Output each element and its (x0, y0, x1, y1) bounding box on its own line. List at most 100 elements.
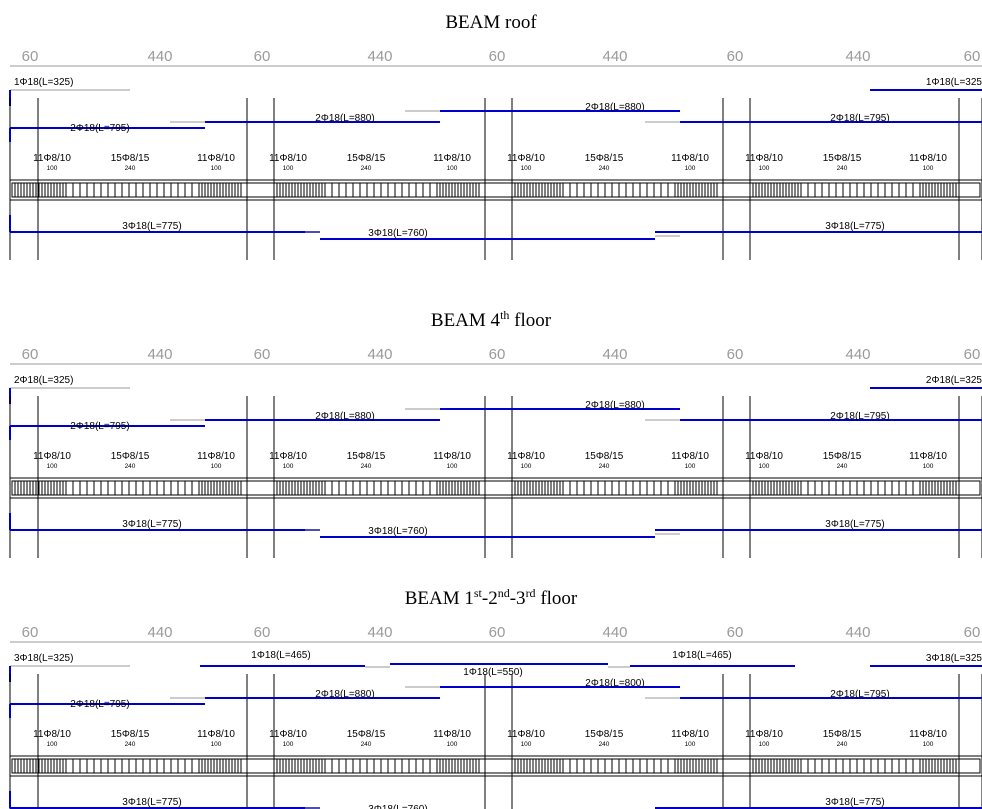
dimension-label: 60 (22, 624, 39, 641)
rebar-label: 2Φ18(L=795) (830, 113, 889, 124)
beam-body (9, 477, 982, 499)
stirrup-length: 240 (599, 165, 610, 172)
dimension-label: 440 (147, 624, 172, 641)
dimension-label: 60 (727, 624, 744, 641)
stirrup-length: 100 (521, 463, 532, 470)
stirrup-label: 11Φ8/10 (269, 451, 307, 462)
stirrup-length: 240 (361, 741, 372, 748)
stirrup-length: 240 (837, 463, 848, 470)
rebar-label: 2Φ18(L=795) (70, 421, 129, 432)
dimension-label: 440 (147, 346, 172, 363)
beam-title: BEAM roof (445, 12, 537, 33)
dimension-label: 440 (367, 48, 392, 65)
stirrup-label: 15Φ8/15 (347, 153, 386, 164)
stirrup-length: 240 (125, 165, 136, 172)
stirrup-label: 11Φ8/10 (909, 451, 947, 462)
stirrup-length: 240 (599, 741, 610, 748)
stirrup-length: 240 (125, 741, 136, 748)
stirrup-label: 15Φ8/15 (111, 451, 150, 462)
stirrup-length: 100 (685, 463, 696, 470)
dimension-label: 60 (727, 48, 744, 65)
rebar-label: 3Φ18(L=325 (926, 653, 982, 664)
stirrup-length: 100 (923, 165, 934, 172)
dimension-label: 60 (254, 624, 271, 641)
stirrup-label: 11Φ8/10 (33, 729, 71, 740)
rebar-label: 2Φ18(L=880) (585, 102, 644, 113)
stirrup-length: 100 (759, 463, 770, 470)
stirrup-length: 100 (447, 741, 458, 748)
rebar-label: 1Φ18(L=325 (926, 77, 982, 88)
stirrup-label: 11Φ8/10 (745, 451, 783, 462)
beam-title: BEAM 1st-2nd-3rd floor (405, 586, 578, 609)
stirrup-label: 15Φ8/15 (823, 729, 862, 740)
rebar-label: 2Φ18(L=880) (315, 411, 374, 422)
stirrup-length: 100 (47, 741, 58, 748)
dimension-label: 60 (489, 346, 506, 363)
rebar-label: 3Φ18(L=775) (825, 519, 884, 530)
rebar-label: 1Φ18(L=550) (463, 667, 522, 678)
dimension-label: 440 (147, 48, 172, 65)
dimension-label: 60 (22, 48, 39, 65)
stirrup-label: 11Φ8/10 (33, 451, 71, 462)
stirrup-length: 100 (923, 463, 934, 470)
stirrup-length: 100 (283, 165, 294, 172)
stirrup-label: 11Φ8/10 (671, 729, 709, 740)
stirrup-length: 240 (125, 463, 136, 470)
stirrup-length: 100 (759, 741, 770, 748)
stirrup-length: 100 (685, 741, 696, 748)
rebar-label: 2Φ18(L=880) (315, 113, 374, 124)
stirrup-label: 11Φ8/10 (745, 729, 783, 740)
rebar-label: 3Φ18(L=775) (825, 221, 884, 232)
stirrup-label: 15Φ8/15 (823, 153, 862, 164)
rebar-label: 3Φ18(L=775) (122, 221, 181, 232)
stirrup-label: 15Φ8/15 (347, 729, 386, 740)
stirrup-length: 100 (447, 463, 458, 470)
stirrup-label: 11Φ8/10 (269, 153, 307, 164)
rebar-label: 1Φ18(L=325) (14, 77, 73, 88)
stirrup-length: 100 (47, 165, 58, 172)
rebar-label: 2Φ18(L=800) (585, 678, 644, 689)
beam-title: BEAM 4th floor (431, 308, 552, 331)
rebar-label: 1Φ18(L=465) (672, 650, 731, 661)
stirrup-label: 11Φ8/10 (909, 153, 947, 164)
dimension-label: 440 (367, 346, 392, 363)
dimension-label: 60 (489, 624, 506, 641)
dimension-label: 60 (254, 48, 271, 65)
stirrup-label: 11Φ8/10 (197, 451, 235, 462)
rebar-label: 3Φ18(L=760) (368, 804, 427, 809)
rebar-label: 2Φ18(L=795) (830, 411, 889, 422)
stirrup-label: 15Φ8/15 (585, 153, 624, 164)
dimension-label: 60 (22, 346, 39, 363)
rebar-label: 2Φ18(L=325 (926, 375, 982, 386)
stirrup-length: 240 (837, 741, 848, 748)
stirrup-length: 100 (283, 741, 294, 748)
stirrup-label: 11Φ8/10 (197, 153, 235, 164)
rebar-label: 3Φ18(L=325) (14, 653, 73, 664)
dimension-label: 440 (367, 624, 392, 641)
stirrup-label: 11Φ8/10 (197, 729, 235, 740)
stirrup-length: 100 (211, 463, 222, 470)
stirrup-length: 100 (211, 741, 222, 748)
stirrup-label: 11Φ8/10 (909, 729, 947, 740)
dimension-label: 440 (845, 48, 870, 65)
beam-body (9, 179, 982, 201)
beam-2: BEAM 4th floor 60 440 60 440 60 440 60 440 60 2Φ18… (9, 308, 982, 558)
rebar-label: 3Φ18(L=760) (368, 526, 427, 537)
stirrup-label: 15Φ8/15 (111, 729, 150, 740)
stirrup-label: 11Φ8/10 (33, 153, 71, 164)
stirrup-length: 100 (685, 165, 696, 172)
rebar-label: 2Φ18(L=795) (70, 123, 129, 134)
stirrup-label: 11Φ8/10 (433, 153, 471, 164)
dimension-label: 60 (727, 346, 744, 363)
stirrup-label: 11Φ8/10 (507, 153, 545, 164)
rebar-label: 3Φ18(L=775) (122, 519, 181, 530)
stirrup-length: 100 (923, 741, 934, 748)
stirrup-label: 11Φ8/10 (507, 729, 545, 740)
stirrup-length: 240 (361, 463, 372, 470)
stirrup-label: 11Φ8/10 (269, 729, 307, 740)
beam-1: BEAM roof 60 440 60 440 60 440 60 440 60 1Φ18(L=32… (9, 12, 982, 260)
stirrup-label: 11Φ8/10 (745, 153, 783, 164)
beam-3: BEAM 1st-2nd-3rd floor 60 440 60 440 60 440 60 4… (9, 586, 982, 809)
stirrup-length: 240 (837, 165, 848, 172)
